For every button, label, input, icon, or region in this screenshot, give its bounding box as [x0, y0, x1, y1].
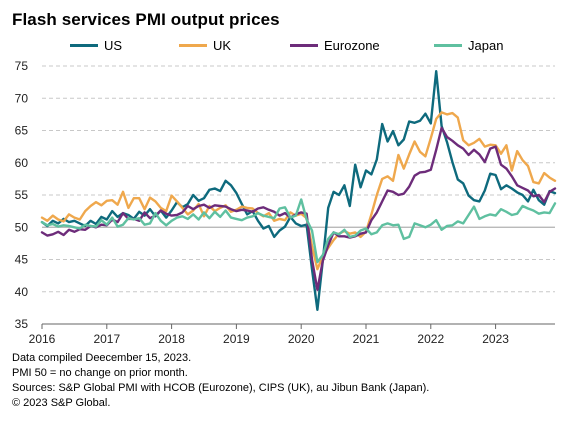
y-tick-label-65: 65	[15, 124, 29, 138]
legend-label-uk: UK	[213, 38, 232, 53]
legend-item-us: US	[70, 38, 122, 53]
y-tick-label-55: 55	[15, 188, 29, 202]
footnote-sources: Sources: S&P Global PMI with HCOB (Euroz…	[12, 382, 430, 394]
legend-item-eurozone: Eurozone	[290, 38, 380, 53]
axis-baseline	[42, 226, 555, 325]
legend-swatch-uk	[179, 44, 207, 47]
x-axis-ticks: 2016 2017 2018 2019 2020 2021 2022 2023	[29, 324, 509, 345]
legend-label-japan: Japan	[468, 38, 504, 53]
legend-swatch-eurozone	[290, 44, 318, 47]
x-tick-label-2018: 2018	[158, 332, 185, 345]
chart-footnotes: Data compiled Deecember 15, 2023. PMI 50…	[12, 351, 429, 411]
footnote-pmi-definition: PMI 50 = no change on prior month.	[12, 367, 188, 379]
chart-legend: US UK Eurozone Japan	[0, 38, 570, 56]
y-tick-label-45: 45	[15, 253, 29, 267]
y-tick-label-40: 40	[15, 285, 29, 299]
chart-title: Flash services PMI output prices	[12, 10, 280, 29]
gridlines	[42, 65, 555, 293]
legend-swatch-japan	[434, 44, 462, 47]
x-tick-label-2017: 2017	[93, 332, 120, 345]
y-tick-label-75: 75	[15, 59, 29, 73]
x-tick-label-2021: 2021	[353, 332, 380, 345]
y-axis-ticks: 35 40 45 50 55 60 65 70 75	[15, 59, 29, 331]
series-line-us	[40, 69, 557, 311]
series-lines	[40, 69, 557, 311]
footnote-data-compiled: Data compiled Deecember 15, 2023.	[12, 352, 192, 364]
x-tick-label-2020: 2020	[288, 332, 315, 345]
legend-item-uk: UK	[179, 38, 231, 53]
x-tick-label-2016: 2016	[29, 332, 56, 345]
x-tick-label-2022: 2022	[417, 332, 444, 345]
legend-swatch-us	[70, 44, 98, 47]
y-tick-label-70: 70	[15, 91, 29, 105]
legend-label-eurozone: Eurozone	[324, 38, 380, 53]
y-tick-label-50: 50	[15, 220, 29, 234]
x-tick-label-2019: 2019	[223, 332, 250, 345]
y-tick-label-35: 35	[15, 317, 29, 331]
series-line-japan	[40, 198, 557, 264]
legend-label-us: US	[104, 38, 123, 53]
x-tick-label-2023: 2023	[482, 332, 509, 345]
footnote-copyright: © 2023 S&P Global.	[12, 397, 111, 409]
series-line-uk	[40, 111, 557, 271]
y-tick-label-60: 60	[15, 156, 29, 170]
legend-item-japan: Japan	[434, 38, 503, 53]
